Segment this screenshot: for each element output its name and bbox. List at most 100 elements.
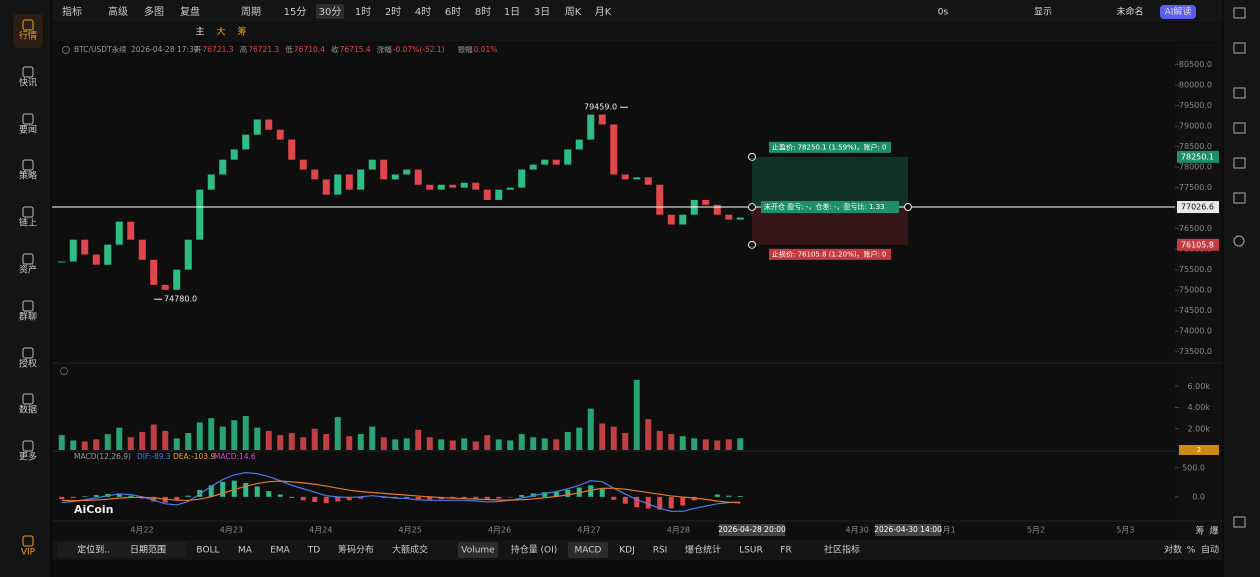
- candle: [104, 244, 112, 265]
- top-button[interactable]: 复盘: [180, 5, 200, 18]
- period-button[interactable]: 3日: [534, 7, 550, 18]
- sidebar-label[interactable]: 资产: [19, 264, 37, 276]
- sidebar-icon[interactable]: [22, 300, 34, 312]
- period-button[interactable]: 6时: [445, 6, 461, 18]
- indicator-button[interactable]: TD: [307, 546, 320, 556]
- handle[interactable]: [904, 203, 912, 212]
- indicator-button[interactable]: 社区指标: [824, 544, 860, 556]
- sidebar-icon[interactable]: [22, 66, 34, 78]
- top-right-button[interactable]: 未命名: [1116, 6, 1143, 18]
- indicator-button[interactable]: 持仓量 (OI): [511, 544, 558, 556]
- volume-bar: [392, 439, 399, 450]
- candle: [460, 182, 468, 188]
- sidebar-label[interactable]: VIP: [21, 548, 36, 558]
- sidebar-icon[interactable]: [22, 393, 34, 405]
- volume-bar: [265, 430, 272, 450]
- sidebar-label[interactable]: 授权: [19, 358, 37, 370]
- period-button[interactable]: 1日: [504, 7, 520, 18]
- top-button[interactable]: 周期: [241, 6, 261, 18]
- draw-tool[interactable]: 筹: [237, 26, 246, 38]
- macd-bar: [668, 496, 674, 509]
- indicator-button[interactable]: Volume: [461, 546, 495, 556]
- indicator-button[interactable]: MACD: [575, 546, 602, 556]
- indicator-button[interactable]: EMA: [270, 546, 290, 556]
- sidebar-label[interactable]: 行情: [19, 30, 37, 42]
- period-button[interactable]: 30分: [319, 6, 342, 18]
- candle: [276, 129, 284, 140]
- period-button[interactable]: 周K: [565, 6, 582, 18]
- draw-bar: [52, 23, 1222, 42]
- candle: [426, 184, 434, 190]
- top-right-button[interactable]: AI解读: [1165, 6, 1192, 18]
- indicator-button[interactable]: BOLL: [196, 546, 219, 556]
- sidebar-icon[interactable]: [22, 113, 34, 125]
- macd-bar: [174, 496, 180, 501]
- indicator-button[interactable]: FR: [780, 546, 791, 556]
- sidebar-label[interactable]: 链上: [19, 217, 37, 229]
- sidebar-icon[interactable]: [22, 159, 34, 171]
- icon[interactable]: [1233, 122, 1246, 134]
- indicator-button[interactable]: MA: [238, 546, 253, 556]
- volume-bar: [311, 428, 318, 450]
- indicator-button[interactable]: 大额成交: [392, 544, 428, 556]
- sidebar-label[interactable]: 数据: [19, 404, 37, 416]
- icon[interactable]: [1233, 157, 1246, 169]
- bottom-left-button[interactable]: 定位到...: [77, 544, 113, 556]
- volume-bar: [576, 427, 583, 450]
- sl-label: 止损价: 76105.8 (1.20%)，账户: 0: [772, 249, 887, 258]
- top-button[interactable]: 多图: [144, 5, 164, 18]
- bottom-right-button[interactable]: 自动: [1201, 544, 1219, 556]
- bottom-right-button[interactable]: 对数: [1164, 544, 1182, 556]
- handle[interactable]: [748, 203, 756, 212]
- axis-corner-button[interactable]: 筹: [1195, 525, 1204, 537]
- sidebar-label[interactable]: 群聊: [19, 311, 37, 323]
- icon[interactable]: [1233, 7, 1246, 19]
- bottom-left-button[interactable]: 日期范围: [130, 544, 166, 556]
- top-right-button[interactable]: 0s: [938, 8, 949, 18]
- period-button[interactable]: 2时: [385, 6, 401, 18]
- sidebar-icon[interactable]: [22, 253, 34, 265]
- icon[interactable]: [1233, 235, 1245, 247]
- sidebar-label[interactable]: 更多: [19, 451, 37, 463]
- indicator-button[interactable]: 筹码分布: [338, 544, 374, 556]
- icon[interactable]: [1233, 516, 1246, 528]
- macd-bar: [553, 491, 559, 497]
- macd-tick-label: 0.0: [1192, 492, 1205, 501]
- icon[interactable]: [1233, 192, 1246, 204]
- sidebar-label[interactable]: 策略: [19, 170, 37, 182]
- sidebar-icon[interactable]: [22, 206, 34, 218]
- axis-corner-button[interactable]: 爆: [1209, 525, 1218, 537]
- sidebar-label[interactable]: 快讯: [19, 77, 37, 89]
- sidebar-icon[interactable]: [22, 440, 34, 452]
- bottom-right-button[interactable]: %: [1187, 546, 1196, 556]
- draw-tool[interactable]: 主: [195, 26, 204, 38]
- candle: [403, 169, 411, 175]
- draw-tool[interactable]: 大: [216, 26, 225, 38]
- macd-bar: [484, 496, 490, 500]
- sidebar-icon[interactable]: [22, 535, 34, 547]
- top-button[interactable]: 指标: [62, 5, 82, 18]
- handle[interactable]: [748, 152, 756, 161]
- indicator-button[interactable]: KDJ: [619, 546, 635, 556]
- macd-bar: [588, 485, 594, 497]
- handle[interactable]: [748, 240, 756, 249]
- volume-bar: [530, 437, 537, 450]
- indicator-button[interactable]: LSUR: [739, 546, 763, 556]
- volume-bar: [495, 439, 502, 450]
- date-label: 5月3: [1116, 526, 1134, 535]
- top-button[interactable]: 高级: [108, 5, 128, 18]
- period-button[interactable]: 1时: [355, 6, 371, 18]
- sidebar-icon[interactable]: [22, 347, 34, 359]
- volume-bar: [461, 438, 468, 450]
- top-right-button[interactable]: 显示: [1034, 7, 1052, 18]
- period-button[interactable]: 月K: [595, 6, 612, 18]
- period-button[interactable]: 15分: [284, 6, 307, 18]
- period-button[interactable]: 4时: [415, 6, 431, 18]
- sidebar-label[interactable]: 要闻: [19, 125, 37, 136]
- icon[interactable]: [1233, 87, 1246, 99]
- icon[interactable]: [1233, 42, 1246, 54]
- indicator-button[interactable]: 爆仓统计: [685, 544, 721, 556]
- sidebar-icon[interactable]: [22, 19, 34, 31]
- period-button[interactable]: 8时: [475, 6, 491, 18]
- indicator-button[interactable]: RSI: [653, 546, 668, 556]
